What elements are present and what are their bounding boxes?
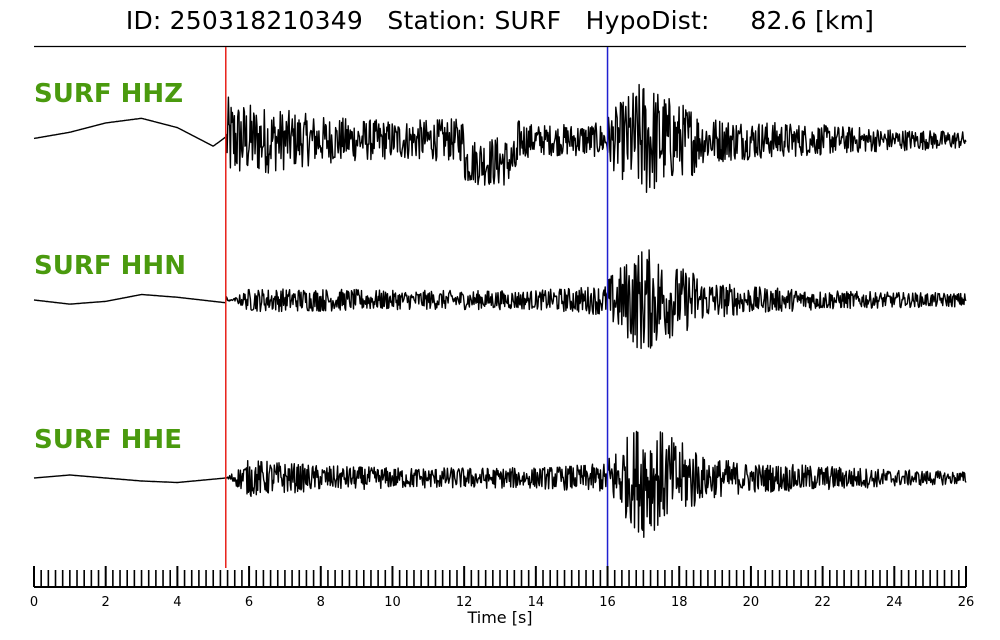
x-axis: 0 2 4 6 8 10 12 14 16 18 20 22 24 26 Time [s] [30,566,974,627]
channel-label-hhz: SURF HHZ [34,79,183,109]
waveform-hhe [33,430,967,538]
channel-label-hhn: SURF HHN [34,251,186,281]
x-tick-label: 26 [958,595,975,610]
x-tick-label: 4 [173,595,181,610]
x-tick-label: 10 [384,595,401,610]
channel-label-hhe: SURF HHE [34,425,182,455]
x-tick-label: 24 [886,595,903,610]
waveform-hhn [33,249,967,350]
x-tick-label: 16 [599,595,616,610]
x-axis-label: Time [s] [466,608,532,627]
trace-hhn: SURF HHN [33,249,967,350]
x-tick-label: 2 [102,595,110,610]
x-tick-label: 12 [456,595,473,610]
x-tick-label: 6 [245,595,253,610]
x-tick-label: 22 [814,595,831,610]
trace-hhe: SURF HHE [33,425,967,538]
trace-hhz: SURF HHZ [33,79,967,193]
x-tick-label: 20 [743,595,760,610]
x-tick-label: 8 [317,595,325,610]
waveform-hhz [33,83,967,193]
x-tick-label: 14 [528,595,545,610]
chart-title: ID: 250318210349 Station: SURF HypoDist:… [125,6,875,35]
x-tick-label: 0 [30,595,38,610]
x-tick-label: 18 [671,595,688,610]
